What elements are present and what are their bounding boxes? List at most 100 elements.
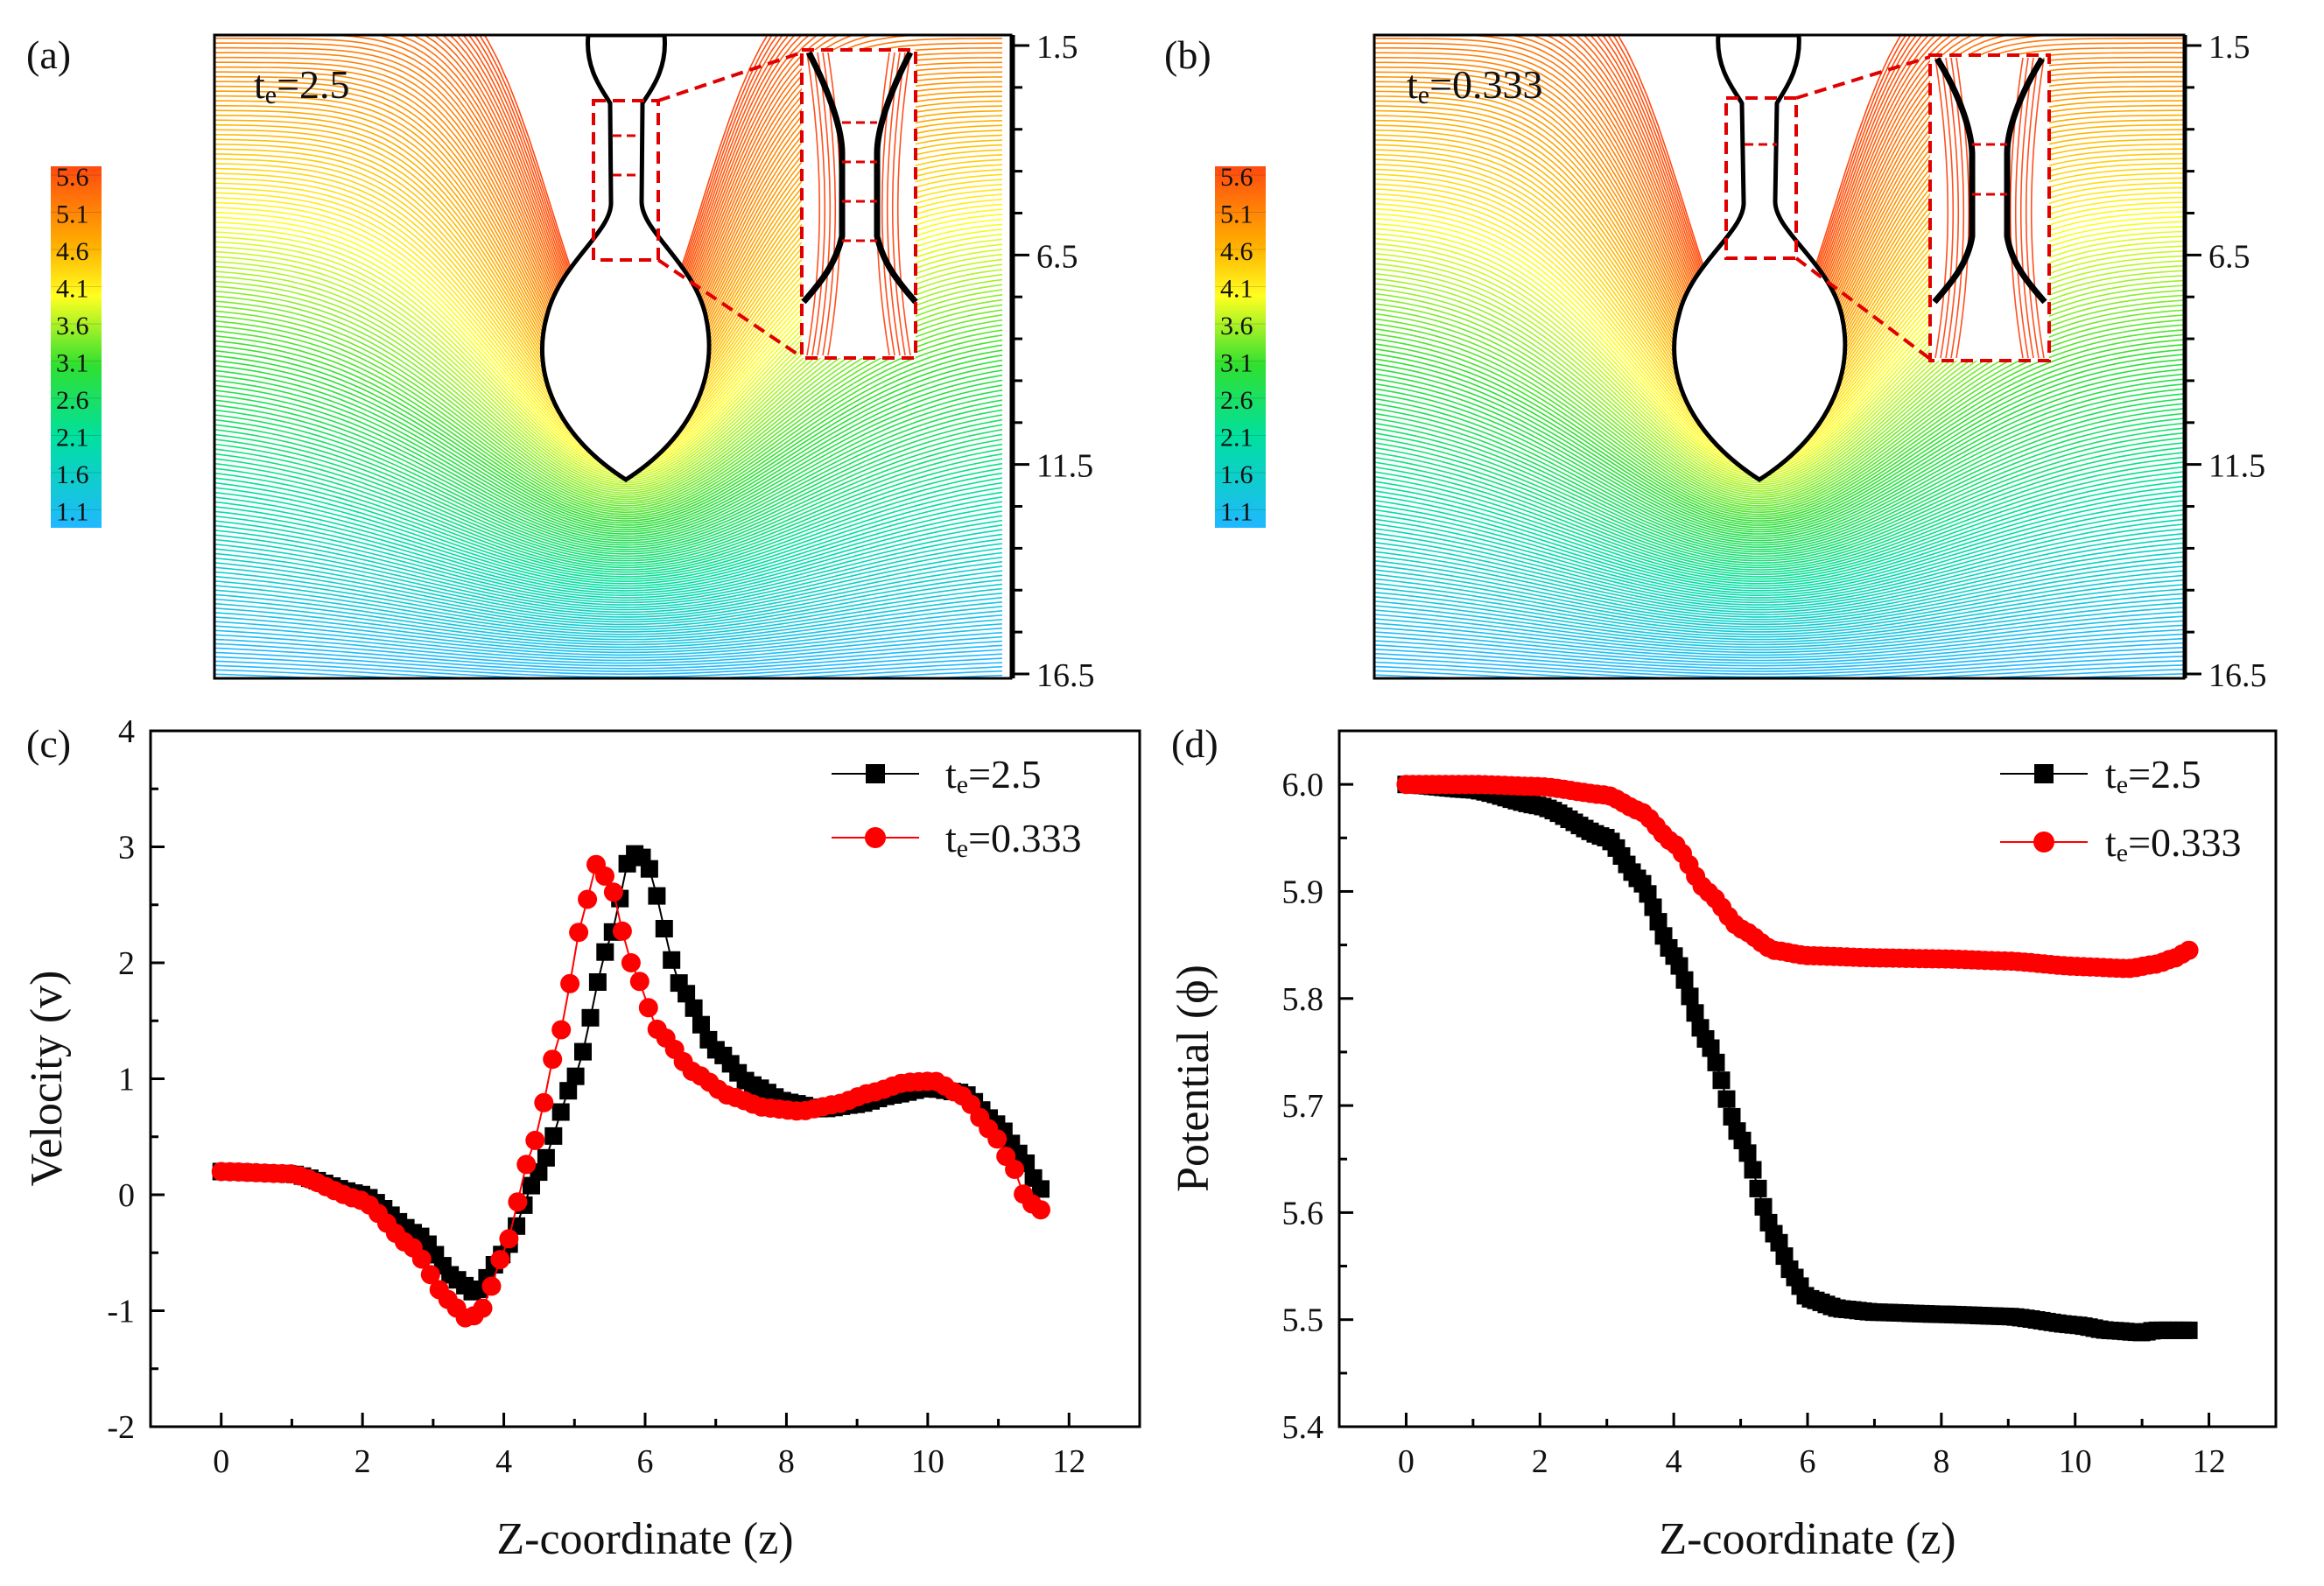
data-point <box>537 1148 555 1167</box>
chart-d: (d) 0 2 4 6 8 10 12 5.4 5.5 5.6 5.7 5.8 5.9 6.0 Z-coo… <box>1169 721 2278 1564</box>
colorbar-tick-label: 4.1 <box>56 275 89 304</box>
x-tick-label: 12 <box>1052 1443 1085 1480</box>
axis-tick-label: 6.5 <box>1036 238 1078 275</box>
x-tick-label: 6 <box>1800 1443 1816 1480</box>
x-tick-label: 10 <box>2059 1443 2092 1480</box>
data-point <box>648 887 666 905</box>
contour-line <box>214 534 1003 608</box>
axis-tick-label: 11.5 <box>1036 448 1093 485</box>
contour-line <box>1374 523 2184 604</box>
colorbar-tick-label: 4.6 <box>1220 237 1253 266</box>
contour-line <box>1374 518 2184 601</box>
contour-line <box>1374 452 2184 569</box>
y-tick-label: 3 <box>118 830 135 867</box>
x-tick-label: 12 <box>2193 1443 2226 1480</box>
x-tick-label: 8 <box>778 1443 795 1480</box>
data-point <box>1670 957 1689 975</box>
colorbar-b: 5.6 5.1 4.6 4.1 3.6 3.1 2.6 2.1 1.6 1.1 <box>1215 163 1266 528</box>
contour-line <box>214 429 1003 558</box>
right-axis-a: 1.5 6.5 11.5 16.5 <box>1012 29 1095 694</box>
data-point <box>1738 1144 1757 1162</box>
colorbar-tick-label: 1.1 <box>56 498 89 527</box>
axis-tick-label: 16.5 <box>2208 657 2267 694</box>
contour-line <box>214 677 233 678</box>
contour-line <box>1374 490 2184 587</box>
y-tick-label: -1 <box>107 1294 135 1330</box>
data-point <box>692 1015 710 1034</box>
contour-line <box>1374 422 2184 555</box>
data-point <box>685 999 703 1017</box>
contour-line <box>1374 373 2184 533</box>
data-point <box>1707 1053 1725 1071</box>
data-point <box>523 1176 540 1195</box>
contour-line <box>1374 588 2184 638</box>
contour-line <box>214 319 1003 509</box>
contour-line <box>1374 348 2184 522</box>
data-point <box>544 1126 563 1145</box>
contour-line <box>1374 461 2184 573</box>
data-point <box>1712 1071 1731 1090</box>
x-tick-label: 2 <box>355 1443 371 1480</box>
data-point <box>1031 1200 1050 1220</box>
colorbar-tick-label: 2.1 <box>56 424 89 453</box>
contour-line <box>1374 388 2184 539</box>
data-point <box>1754 1197 1773 1216</box>
inset-contour <box>2019 57 2034 359</box>
data-point <box>629 972 649 992</box>
data-point <box>566 1067 585 1085</box>
contour-line <box>214 453 1003 569</box>
contour-line <box>1374 551 2184 618</box>
contour-line <box>1374 601 2184 646</box>
contour-line <box>1374 607 2184 649</box>
data-point <box>655 920 673 937</box>
contour-line <box>1374 556 2184 621</box>
inset-contour <box>1955 57 1970 359</box>
contour-line <box>1374 485 2184 585</box>
contour-line <box>1374 408 2184 549</box>
y-tick-label: 6.0 <box>1282 767 1324 804</box>
data-point <box>1723 1107 1741 1126</box>
inset-contour <box>1945 57 1960 359</box>
inset-contour <box>817 52 832 356</box>
data-point <box>499 1229 519 1249</box>
contour-line <box>1374 664 2184 678</box>
contour-line <box>214 424 1003 555</box>
data-point <box>640 860 658 878</box>
colorbar-tick-label: 2.6 <box>56 386 89 415</box>
inset-contour <box>2009 57 2024 359</box>
contour-line <box>214 418 1003 553</box>
axis-tick-label: 1.5 <box>2208 29 2250 66</box>
panel-b-label: (b) <box>1164 32 1211 77</box>
panel-b-annotation: te=0.333 <box>1407 62 1543 109</box>
contour-line <box>1374 344 2184 520</box>
contour-line <box>1374 358 2184 526</box>
contour-line <box>214 315 1003 507</box>
data-point <box>551 1020 572 1040</box>
contour-line <box>214 414 1003 551</box>
contour-line <box>1374 683 2183 695</box>
contour-line <box>214 360 1003 526</box>
contour-line <box>1374 442 2184 565</box>
data-point <box>1005 1160 1025 1179</box>
chart-d-legend-1: te=0.333 <box>2105 820 2242 867</box>
series-red-circles <box>1396 775 2199 979</box>
contour-line <box>1374 427 2184 558</box>
inset-contour <box>1940 57 1955 359</box>
data-point <box>1675 971 1694 989</box>
y-tick-label: 5.9 <box>1282 874 1324 910</box>
colorbar-tick-label: 3.1 <box>56 349 89 378</box>
contour-line <box>1374 437 2184 562</box>
y-tick-label: 5.6 <box>1282 1195 1324 1232</box>
contour-line <box>1374 669 2184 678</box>
contour-line <box>214 638 1003 667</box>
contour-line <box>214 334 1003 516</box>
contour-line <box>1374 533 2184 608</box>
contour-line <box>1374 574 2184 630</box>
contour-line <box>1374 647 2184 672</box>
y-tick-label: 5.8 <box>1282 981 1324 1018</box>
contour-line <box>214 557 1003 621</box>
chart-c-xlabel: Z-coordinate (z) <box>496 1514 793 1564</box>
contour-line <box>214 510 1003 597</box>
contour-line <box>214 664 1003 678</box>
colorbar-tick-label: 5.6 <box>56 163 89 192</box>
